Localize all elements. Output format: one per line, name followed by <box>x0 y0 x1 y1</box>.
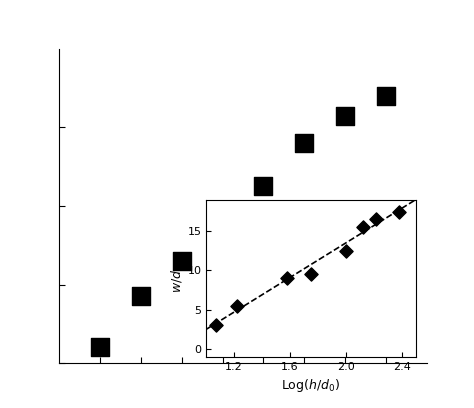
Point <box>283 275 291 282</box>
Point <box>373 216 380 223</box>
Point <box>395 208 402 215</box>
Point <box>382 93 390 99</box>
Point <box>341 113 349 119</box>
Point <box>301 140 308 146</box>
Point <box>260 183 267 190</box>
Point <box>219 215 226 221</box>
Point <box>137 293 145 299</box>
Point <box>96 344 104 351</box>
Point <box>212 322 220 329</box>
Point <box>359 224 366 231</box>
X-axis label: Log($h/d_0$): Log($h/d_0$) <box>281 377 340 394</box>
Point <box>342 248 349 254</box>
Y-axis label: $w/d_0$: $w/d_0$ <box>170 264 186 293</box>
Point <box>178 258 185 264</box>
Point <box>233 302 241 309</box>
Point <box>307 271 315 277</box>
